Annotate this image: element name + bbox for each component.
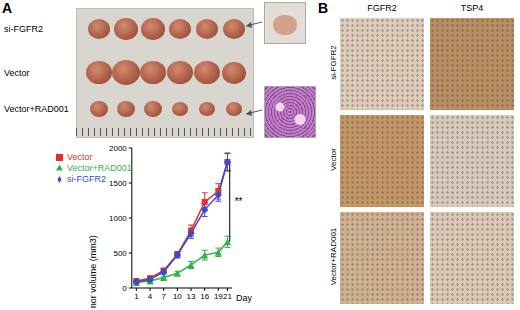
svg-text:4: 4: [148, 292, 153, 301]
svg-text:1500: 1500: [109, 179, 127, 188]
html-text:Vector: Vector: [328, 148, 338, 171]
html-text:Vector+RAD001: Vector+RAD001: [4, 104, 69, 114]
svg-text:10: 10: [173, 292, 182, 301]
svg-text:**: **: [235, 196, 243, 207]
svg-text:500: 500: [113, 249, 127, 258]
html-text:si-FGFR2: si-FGFR2: [328, 45, 338, 80]
html-text:si-FGFR2: si-FGFR2: [4, 24, 43, 34]
svg-text:Tumor volume (mm3): Tumor volume (mm3): [88, 235, 98, 308]
svg-text:7: 7: [161, 292, 166, 301]
html-text:TSP4: TSP4: [460, 3, 484, 13]
svg-text:1000: 1000: [109, 214, 127, 223]
html-text:Vector+RAD001: Vector+RAD001: [328, 227, 338, 286]
html-text:A: A: [2, 0, 13, 16]
html-text:si-FGFR2: si-FGFR2: [67, 174, 106, 184]
svg-text:21: 21: [223, 292, 232, 301]
svg-text:2000: 2000: [109, 144, 127, 153]
svg-text:19: 19: [214, 292, 223, 301]
svg-text:1: 1: [134, 292, 139, 301]
svg-text:13: 13: [187, 292, 196, 301]
html-text:FGFR2: FGFR2: [367, 3, 397, 13]
html-text:Vector: Vector: [4, 68, 30, 78]
svg-text:Day: Day: [236, 293, 253, 303]
svg-text:16: 16: [200, 292, 209, 301]
html-text:Vector+RAD001: Vector+RAD001: [67, 163, 132, 173]
html-text:B: B: [318, 0, 329, 16]
svg-text:0: 0: [122, 284, 127, 293]
html-text:Vector: Vector: [67, 152, 93, 162]
